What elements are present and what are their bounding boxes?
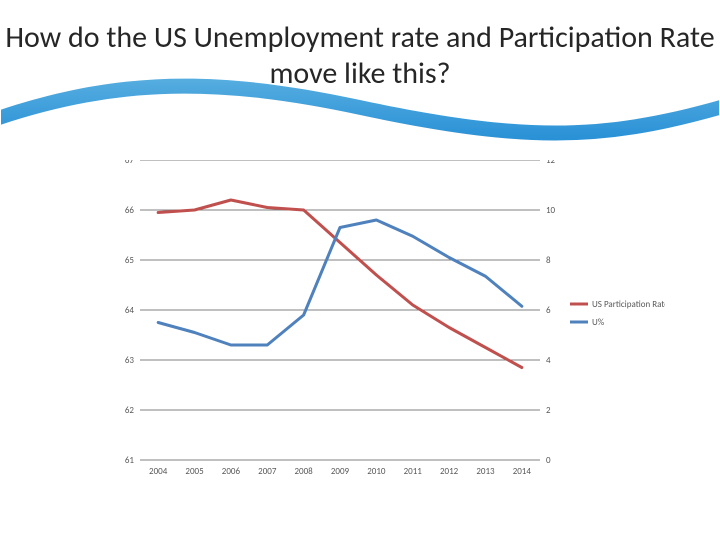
x-tick-label: 2008 bbox=[295, 466, 314, 477]
x-tick-label: 2004 bbox=[149, 466, 168, 477]
y-left-tick-label: 62 bbox=[125, 405, 135, 416]
y-left-tick-label: 67 bbox=[125, 160, 135, 166]
y-right-tick-label: 6 bbox=[546, 305, 551, 316]
legend-label: U% bbox=[592, 317, 605, 328]
x-tick-label: 2014 bbox=[513, 466, 532, 477]
y-right-tick-label: 10 bbox=[546, 205, 556, 216]
x-tick-label: 2010 bbox=[367, 466, 386, 477]
y-right-tick-label: 4 bbox=[546, 355, 551, 366]
y-left-tick-label: 63 bbox=[125, 355, 135, 366]
x-tick-label: 2012 bbox=[440, 466, 459, 477]
series-line bbox=[158, 220, 522, 345]
slide-title: How do the US Unemployment rate and Part… bbox=[0, 20, 720, 92]
x-tick-label: 2006 bbox=[222, 466, 241, 477]
y-right-tick-label: 2 bbox=[546, 405, 551, 416]
y-right-tick-label: 8 bbox=[546, 255, 551, 266]
x-tick-label: 2009 bbox=[331, 466, 350, 477]
chart: 61 62 63 64 65 66 67 0 2 4 6 8 10 12 2004 2005 2006 2007 2… bbox=[105, 160, 665, 490]
legend-label: US Participation Rate bbox=[592, 299, 665, 310]
x-tick-label: 2013 bbox=[476, 466, 495, 477]
y-right-tick-label: 12 bbox=[546, 160, 556, 166]
y-left-tick-label: 64 bbox=[125, 305, 135, 316]
slide: How do the US Unemployment rate and Part… bbox=[0, 0, 720, 540]
y-left-tick-label: 65 bbox=[125, 255, 135, 266]
x-tick-label: 2007 bbox=[258, 466, 277, 477]
x-tick-label: 2011 bbox=[404, 466, 423, 477]
y-left-tick-label: 66 bbox=[125, 205, 135, 216]
chart-svg: 61 62 63 64 65 66 67 0 2 4 6 8 10 12 2004 2005 2006 2007 2… bbox=[105, 160, 665, 490]
y-right-tick-label: 0 bbox=[546, 455, 551, 466]
x-tick-label: 2005 bbox=[185, 466, 204, 477]
series-line bbox=[158, 200, 522, 368]
y-left-tick-label: 61 bbox=[125, 455, 135, 466]
